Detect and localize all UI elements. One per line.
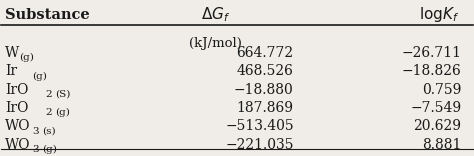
Text: 3: 3	[32, 127, 38, 136]
Text: −7.549: −7.549	[410, 101, 462, 115]
Text: Ir: Ir	[5, 64, 18, 78]
Text: 2: 2	[45, 90, 52, 99]
Text: 20.629: 20.629	[413, 119, 462, 133]
Text: 2: 2	[45, 108, 52, 117]
Text: −18.826: −18.826	[402, 64, 462, 78]
Text: WO: WO	[5, 119, 31, 133]
Text: Substance: Substance	[5, 8, 90, 22]
Text: −221.035: −221.035	[225, 138, 294, 152]
Text: WO: WO	[5, 138, 31, 152]
Text: W: W	[5, 46, 19, 60]
Text: (s): (s)	[42, 127, 56, 136]
Text: 187.869: 187.869	[237, 101, 294, 115]
Text: (g): (g)	[55, 108, 71, 117]
Text: 8.881: 8.881	[422, 138, 462, 152]
Text: (S): (S)	[55, 90, 71, 99]
Text: −26.711: −26.711	[401, 46, 462, 60]
Text: 0.759: 0.759	[422, 83, 462, 97]
Text: IrO: IrO	[5, 101, 29, 115]
Text: $\mathrm{log}K_f$: $\mathrm{log}K_f$	[419, 5, 459, 24]
Text: IrO: IrO	[5, 83, 29, 97]
Text: 468.526: 468.526	[237, 64, 294, 78]
Text: 664.772: 664.772	[237, 46, 294, 60]
Text: −513.405: −513.405	[225, 119, 294, 133]
Text: −18.880: −18.880	[234, 83, 294, 97]
Text: 3: 3	[32, 145, 38, 154]
Text: (g): (g)	[32, 71, 47, 80]
Text: $\Delta G_f$: $\Delta G_f$	[201, 5, 230, 24]
Text: (g): (g)	[18, 53, 34, 62]
Text: (kJ/mol): (kJ/mol)	[189, 37, 242, 50]
Text: (g): (g)	[42, 145, 57, 154]
